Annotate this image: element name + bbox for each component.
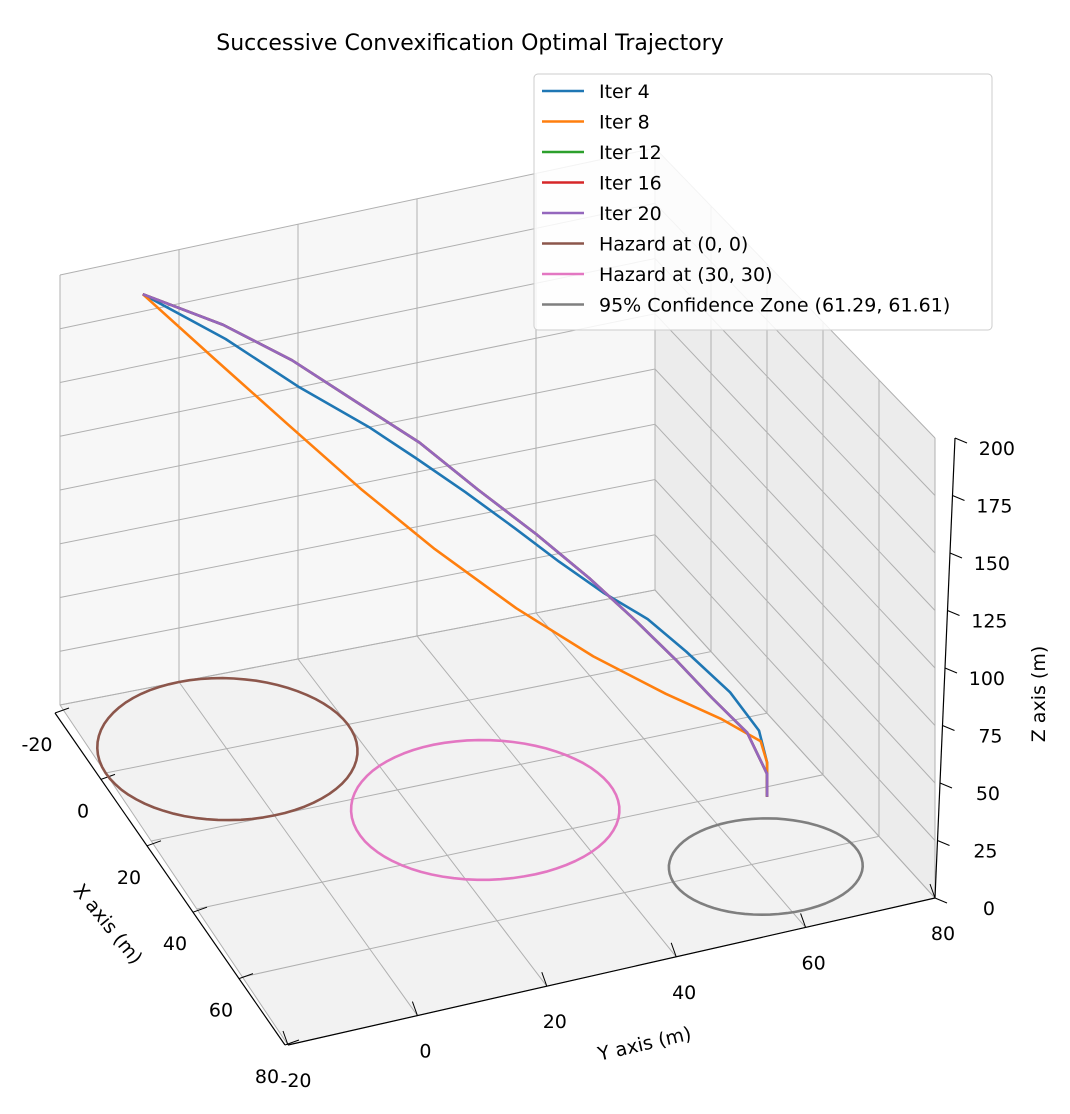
x-tick — [238, 973, 254, 980]
x-tick-label: -20 — [21, 734, 52, 756]
z-tick — [934, 897, 948, 904]
x-axis-label: X axis (m) — [69, 880, 147, 969]
legend-label: Iter 20 — [599, 203, 662, 225]
grid-line-z — [59, 589, 936, 899]
y-tick-label: 20 — [543, 1011, 567, 1033]
legend-label: Hazard at (30, 30) — [599, 264, 773, 286]
x-axis-line — [54, 712, 286, 1046]
legend-label: Iter 8 — [599, 112, 650, 134]
z-tick-label: 75 — [978, 726, 1002, 748]
legend-label: Iter 16 — [599, 173, 662, 195]
legend-label: Hazard at (0, 0) — [599, 234, 748, 256]
z-tick-label: 175 — [976, 496, 1012, 518]
legend-label: 95% Confidence Zone (61.29, 61.61) — [599, 295, 950, 317]
grid-line-z — [59, 368, 936, 669]
legend-box — [533, 73, 993, 331]
x-tick-label: 60 — [209, 1000, 233, 1022]
series-line-6 — [96, 676, 359, 822]
z-tick — [947, 610, 960, 616]
y-tick — [541, 972, 548, 987]
y-tick — [670, 942, 677, 957]
legend-label: Iter 12 — [599, 142, 662, 164]
grid-line-z — [59, 534, 936, 841]
z-tick — [942, 725, 955, 731]
legend-label: Iter 4 — [599, 81, 650, 103]
back-right-pane — [655, 148, 935, 898]
x-tick-label: 20 — [117, 867, 141, 889]
z-tick-label: 150 — [974, 553, 1010, 575]
z-tick-label: 100 — [969, 668, 1005, 690]
grid-line-z — [59, 478, 936, 784]
series-line-8 — [667, 817, 865, 917]
legend: Iter 4 Iter 8 Iter 12 Iter 16 Iter 20 Hazard … — [533, 73, 993, 331]
y-axis-line — [287, 897, 936, 1046]
z-tick — [937, 840, 950, 846]
x-tick-label: 40 — [163, 933, 187, 955]
x-tick-label: 80 — [255, 1066, 279, 1088]
z-tick-label: 200 — [979, 438, 1015, 460]
z-tick-label: 25 — [973, 841, 997, 863]
series-line-7 — [349, 738, 621, 882]
y-tick-label: 40 — [672, 982, 696, 1004]
y-axis-label: Y axis (m) — [595, 1023, 694, 1066]
z-tick — [939, 782, 953, 789]
x-tick — [146, 840, 162, 847]
y-tick — [282, 1030, 289, 1046]
series-line-1 — [142, 293, 769, 797]
y-tick-label: 80 — [931, 923, 955, 945]
z-axis-label: Z axis (m) — [1028, 646, 1050, 743]
y-tick-label: -20 — [280, 1070, 311, 1092]
z-tick — [952, 495, 965, 501]
y-tick — [411, 1001, 418, 1016]
y-tick — [800, 913, 807, 928]
x-tick — [192, 906, 208, 913]
y-tick — [929, 883, 936, 899]
series-line-2 — [141, 293, 769, 797]
series-line-5 — [142, 292, 769, 797]
y-tick-label: 60 — [802, 952, 826, 974]
plot-series — [96, 292, 865, 917]
back-left-pane — [60, 148, 655, 705]
x-tick — [54, 707, 70, 714]
chart-title: Successive Convexification Optimal Traje… — [216, 31, 724, 56]
x-tick-label: 0 — [77, 800, 89, 822]
z-tick-label: 50 — [976, 783, 1000, 805]
y-tick-label: 0 — [419, 1041, 431, 1063]
z-tick-label: 0 — [983, 898, 995, 920]
z-tick-label: 125 — [971, 611, 1007, 633]
grid-line-z — [59, 423, 936, 726]
z-tick — [944, 667, 958, 674]
z-tick — [949, 552, 963, 559]
z-tick — [954, 437, 968, 444]
